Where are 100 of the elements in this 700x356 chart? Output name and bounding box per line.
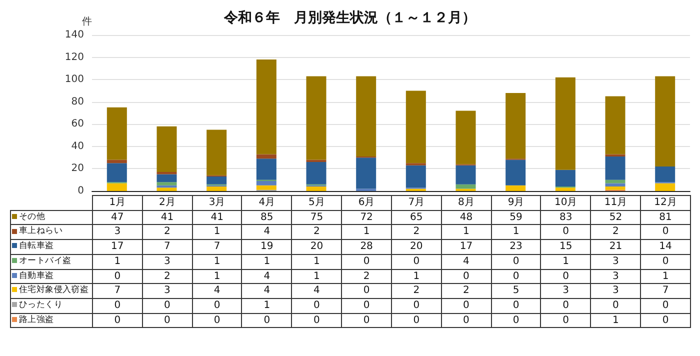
data-label: 0 (92, 269, 142, 284)
data-label: 2 (142, 269, 192, 284)
x-tick-label: 1月 (92, 196, 142, 210)
data-label: 3 (92, 224, 142, 240)
data-label: 0 (491, 269, 541, 284)
data-label: 4 (292, 284, 342, 298)
data-label: 4 (242, 224, 292, 240)
data-label: 28 (342, 240, 392, 254)
data-label: 85 (242, 210, 292, 225)
data-label: 0 (540, 298, 591, 314)
data-label: 2 (391, 284, 442, 298)
data-label: 1 (590, 313, 641, 328)
data-label: 0 (192, 313, 242, 328)
x-tick-label: 6月 (342, 196, 392, 210)
data-label: 48 (441, 210, 492, 225)
data-label: 0 (590, 298, 641, 314)
data-label: 21 (590, 240, 641, 254)
y-tick-label: 40 (71, 140, 84, 152)
data-label: 81 (640, 210, 690, 225)
data-label: 17 (92, 240, 142, 254)
data-label: 7 (142, 240, 192, 254)
data-label: 1 (441, 224, 492, 240)
y-tick-label: 80 (71, 96, 84, 108)
data-label: 1 (292, 254, 342, 270)
data-label: 14 (640, 240, 690, 254)
y-tick-label: 100 (64, 74, 84, 86)
data-label: 3 (590, 284, 641, 298)
data-label: 2 (292, 224, 342, 240)
data-label: 83 (540, 210, 591, 225)
data-label: 15 (540, 240, 591, 254)
data-label: 0 (491, 298, 541, 314)
x-tick-label: 11月 (590, 196, 641, 210)
data-label: 2 (142, 224, 192, 240)
data-label: 3 (590, 254, 641, 270)
legend-label: ひったくり (10, 298, 92, 314)
data-label: 65 (391, 210, 442, 225)
x-tick-label: 9月 (491, 196, 541, 210)
data-label: 41 (192, 210, 242, 225)
legend-label: 自転車盗 (10, 240, 92, 254)
data-label: 0 (342, 284, 392, 298)
data-label: 1 (342, 224, 392, 240)
data-label: 2 (342, 269, 392, 284)
data-label: 0 (640, 224, 690, 240)
data-label: 7 (192, 240, 242, 254)
data-label: 41 (142, 210, 192, 225)
x-tick-label: 2月 (142, 196, 192, 210)
y-tick-label: 140 (64, 30, 84, 40)
data-label: 1 (192, 224, 242, 240)
y-tick-label: 120 (64, 52, 84, 63)
data-label: 4 (242, 284, 292, 298)
data-label: 4 (441, 254, 492, 270)
data-label: 0 (242, 313, 292, 328)
data-label: 0 (92, 298, 142, 314)
data-label: 2 (391, 224, 442, 240)
data-label: 1 (242, 254, 292, 270)
data-label: 0 (391, 254, 442, 270)
data-label: 72 (342, 210, 392, 225)
data-label: 1 (391, 269, 442, 284)
legend-label: その他 (10, 210, 92, 225)
data-label: 0 (640, 254, 690, 270)
data-label: 3 (142, 284, 192, 298)
data-label: 3 (142, 254, 192, 270)
data-label: 2 (590, 224, 641, 240)
data-label: 0 (640, 298, 690, 314)
data-label: 1 (292, 269, 342, 284)
data-label: 1 (192, 269, 242, 284)
data-label: 1 (540, 254, 591, 270)
data-label: 0 (142, 313, 192, 328)
data-label: 0 (491, 254, 541, 270)
x-tick-label: 3月 (192, 196, 242, 210)
x-tick-label: 8月 (441, 196, 492, 210)
legend-label: 車上ねらい (10, 224, 92, 240)
data-label: 0 (391, 313, 442, 328)
y-tick-label: 0 (78, 186, 84, 196)
data-label: 4 (242, 269, 292, 284)
data-label: 3 (590, 269, 641, 284)
data-label: 0 (540, 313, 591, 328)
data-label: 0 (192, 298, 242, 314)
data-label: 2 (441, 284, 492, 298)
x-tick-label: 12月 (640, 196, 690, 210)
data-label: 0 (540, 224, 591, 240)
data-label: 1 (640, 269, 690, 284)
legend-label: オートバイ盗 (10, 254, 92, 270)
data-label: 0 (342, 254, 392, 270)
legend-label: 住宅対象侵入窃盗 (10, 284, 92, 298)
data-label: 0 (441, 298, 492, 314)
data-label: 0 (391, 298, 442, 314)
data-label: 20 (391, 240, 442, 254)
data-label: 0 (142, 298, 192, 314)
x-tick-label: 5月 (292, 196, 342, 210)
data-label: 1 (491, 224, 541, 240)
chart-title: 令和６年 月別発生状況（１～１２月） (223, 10, 476, 26)
data-label: 0 (441, 313, 492, 328)
legend-label: 自動車盗 (10, 269, 92, 284)
x-tick-label: 10月 (540, 196, 591, 210)
data-label: 0 (540, 269, 591, 284)
data-label: 59 (491, 210, 541, 225)
data-label: 7 (92, 284, 142, 298)
data-label: 17 (441, 240, 492, 254)
data-label: 7 (640, 284, 690, 298)
